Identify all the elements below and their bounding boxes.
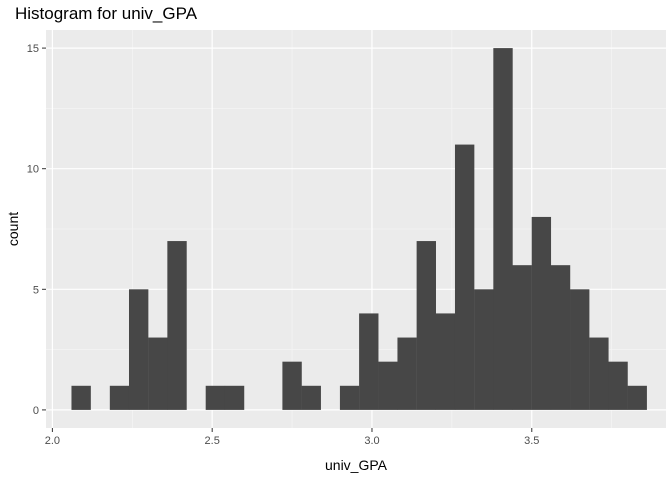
histogram-bar [493, 48, 513, 410]
histogram-bar [512, 265, 532, 410]
histogram-bar [570, 289, 590, 410]
histogram-bar [474, 289, 494, 410]
x-axis: 2.0 2.5 3.0 3.5 [45, 428, 539, 447]
histogram-bar [550, 265, 571, 410]
x-tick-label: 3.5 [524, 435, 539, 447]
histogram-bar [109, 385, 130, 410]
histogram-bar [148, 337, 168, 410]
histogram-bar [224, 385, 245, 410]
x-axis-title: univ_GPA [325, 457, 388, 473]
histogram-bar [282, 361, 302, 410]
histogram-bar [416, 241, 436, 410]
histogram-bar [167, 241, 187, 410]
y-tick-label: 15 [27, 43, 39, 55]
y-tick-label: 0 [33, 405, 39, 417]
histogram-bar [301, 385, 321, 410]
histogram-bar [397, 337, 417, 410]
x-tick-label: 2.0 [45, 435, 60, 447]
x-tick-label: 3.0 [364, 435, 379, 447]
y-tick-label: 5 [33, 284, 39, 296]
histogram-bar [435, 313, 456, 410]
histogram-bar [531, 216, 552, 410]
y-axis: 0 5 10 15 [27, 43, 46, 417]
histogram-bar [378, 361, 398, 410]
y-tick-label: 10 [27, 164, 39, 176]
histogram-bar [454, 144, 475, 410]
histogram-bar [589, 337, 609, 410]
histogram-bar [205, 385, 226, 410]
histogram-bar [128, 289, 149, 410]
chart-title: Histogram for univ_GPA [15, 4, 198, 23]
histogram-bar [627, 385, 647, 410]
histogram-bar [339, 385, 360, 410]
histogram-bar [359, 313, 379, 410]
histogram-bar [608, 361, 628, 410]
histogram-bars [71, 48, 647, 410]
y-axis-title: count [5, 212, 21, 246]
x-tick-label: 2.5 [205, 435, 220, 447]
histogram-bar [71, 385, 91, 410]
